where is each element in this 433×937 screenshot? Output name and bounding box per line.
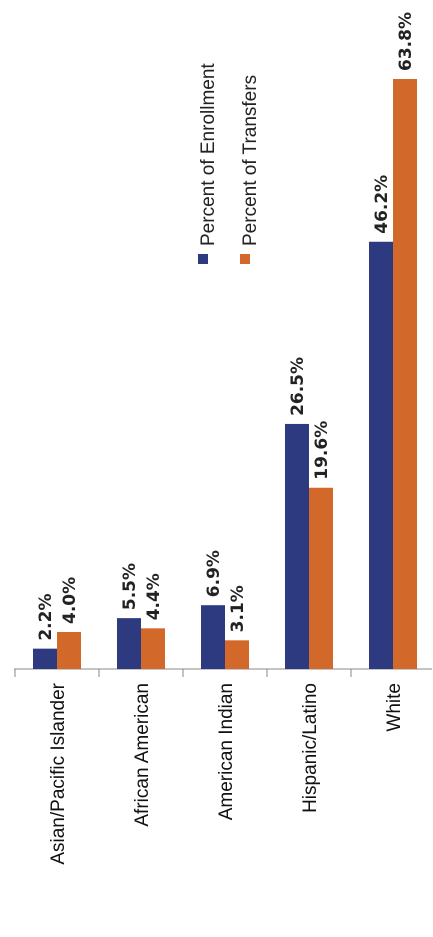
data-label: 4.0% (60, 577, 80, 624)
category-tick-label: Hispanic/Latino (300, 683, 321, 813)
data-label: 63.8% (396, 12, 416, 71)
bar-enrollment-2 (201, 605, 225, 669)
legend: Percent of Enrollment Percent of Transfer… (198, 63, 261, 264)
category-tick-label: White (384, 683, 405, 732)
category-tick-label: Asian/Pacific Islander (48, 682, 69, 864)
bar-enrollment-1 (117, 618, 141, 669)
category-tick-label: African American (132, 683, 153, 827)
data-label: 5.5% (120, 563, 140, 610)
data-label: 4.4% (144, 573, 164, 620)
category-tick-label: American Indian (216, 683, 237, 820)
value-labels-layer: 2.2% 4.0% 5.5% 4.4% 6.9%3.1% 26.5%19.6% 46.2% 6… (36, 12, 416, 641)
bar-transfers-4 (393, 79, 417, 669)
bars-layer (33, 79, 417, 670)
data-label: 3.1% (228, 585, 248, 632)
data-label: 2.2% (36, 593, 56, 640)
legend-label-transfers: Percent of Transfers (240, 75, 261, 246)
data-label: 26.5% (288, 357, 308, 416)
axis-layer (14, 668, 432, 677)
legend-swatch-transfers (240, 254, 250, 264)
legend-label-enrollment: Percent of Enrollment (198, 63, 219, 246)
bar-enrollment-4 (369, 241, 393, 670)
bar-transfers-0 (57, 632, 81, 669)
legend-swatch-enrollment (198, 254, 208, 264)
data-label: 6.9% (204, 550, 224, 597)
bar-transfers-1 (141, 628, 165, 669)
bar-transfers-2 (225, 640, 249, 669)
data-label: 46.2% (372, 175, 392, 234)
bar-transfers-3 (309, 487, 333, 669)
data-label: 19.6% (312, 421, 332, 480)
category-labels-layer: Asian/Pacific Islander African American Am… (48, 682, 405, 864)
bar-enrollment-0 (33, 648, 57, 669)
bar-enrollment-3 (285, 423, 309, 669)
